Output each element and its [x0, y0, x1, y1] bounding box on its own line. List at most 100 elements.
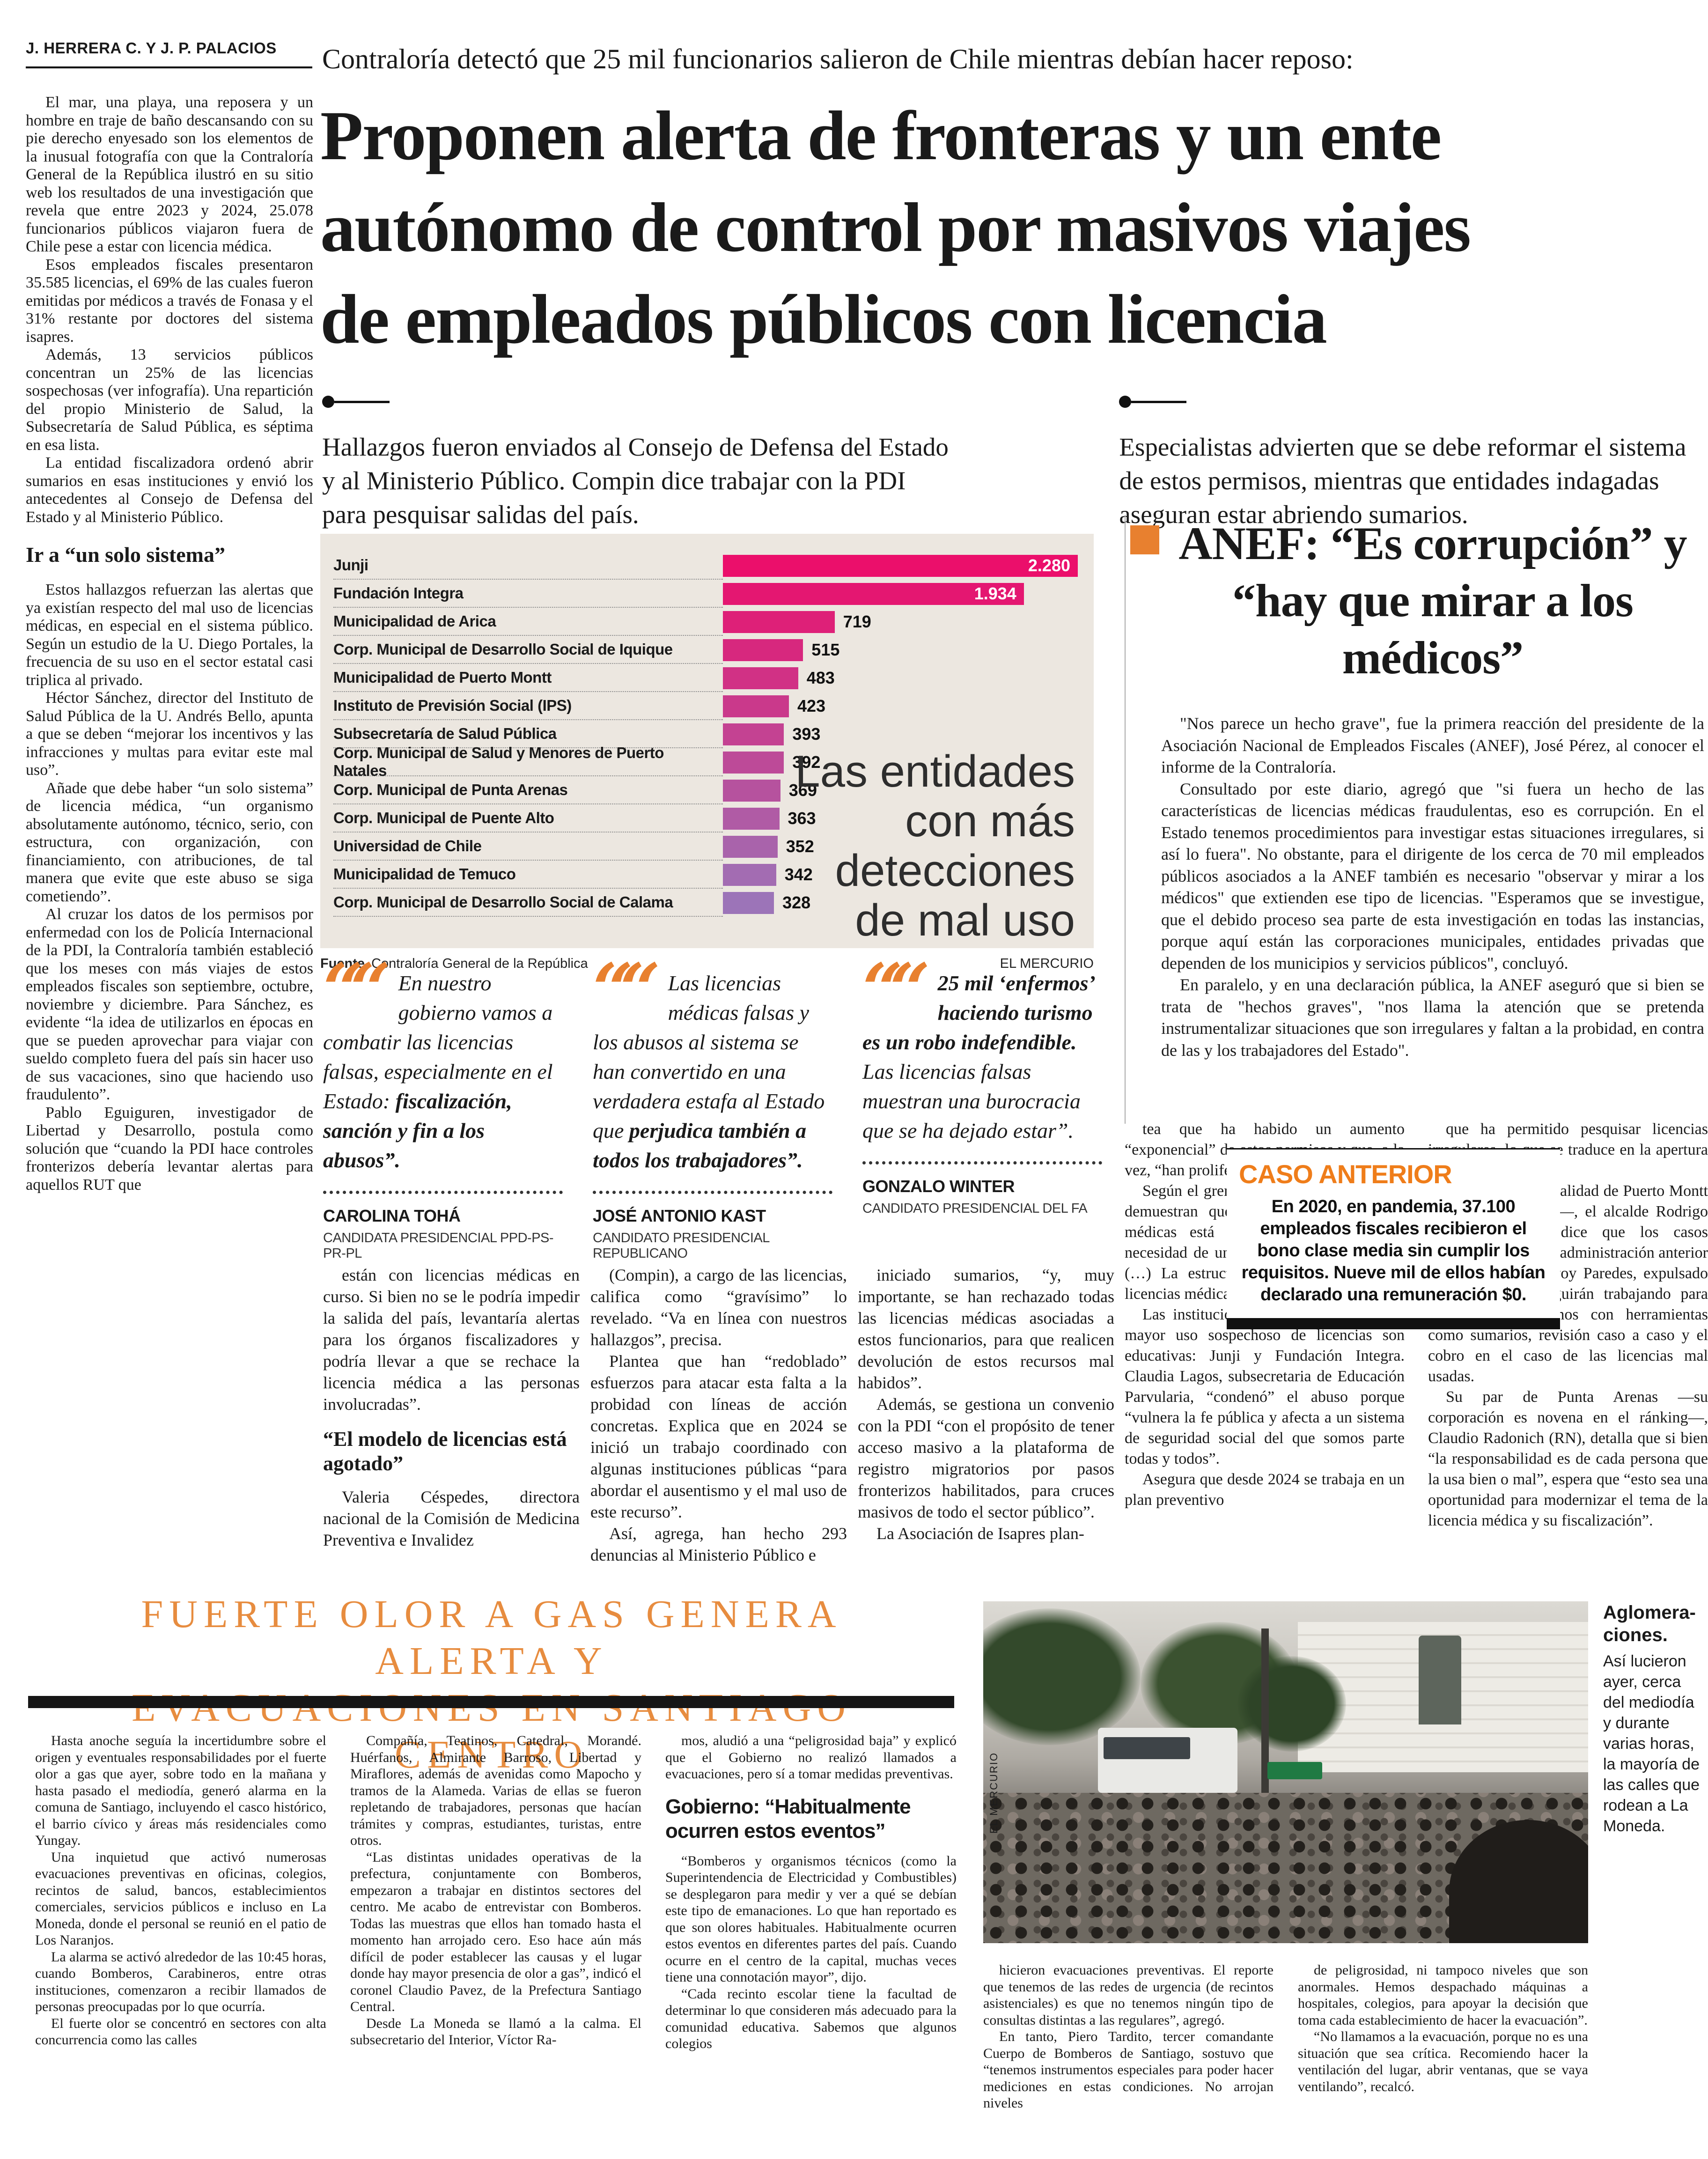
chart-value: 369 [788, 781, 817, 800]
photo-lamp-post [1261, 1628, 1269, 1800]
paragraph: El fuerte olor se concentró en sectores … [35, 2015, 326, 2048]
rule [1131, 400, 1187, 403]
chart-bar [723, 892, 774, 914]
quote-author-role: CANDIDATO PRESIDENCIAL DEL FA [862, 1201, 1088, 1216]
paragraph: “Bomberos y organismos técnicos (como la… [665, 1853, 957, 1985]
photo-caption-title: Aglomera-ciones. [1603, 1602, 1696, 1645]
paragraph: En paralelo, y en una declaración públic… [1161, 975, 1704, 1060]
chart-bar-row: Corp. Municipal de Desarrollo Social de … [333, 636, 1078, 664]
gas-article-lower-columns: hicieron evacuaciones preventivas. El re… [983, 1962, 1588, 2156]
chart-value: 1.934 [974, 584, 1016, 603]
chart-bar-row: Subsecretaría de Salud Pública 393 [333, 720, 1078, 748]
chart-category-label: Instituto de Previsión Social (IPS) [333, 692, 723, 720]
paragraph: están con licencias médicas en curso. Si… [323, 1266, 580, 1414]
chart-value: 352 [786, 837, 814, 856]
paragraph: Además, se gestiona un convenio con la P… [858, 1395, 1114, 1521]
anef-article: ANEF: “Es corrupción” y “hay que mirar a… [1125, 515, 1708, 1124]
deck-text: Hallazgos fueron enviados al Consejo de … [322, 433, 949, 529]
caso-anterior-box: CASO ANTERIOR En 2020, en pandemia, 37.1… [1227, 1148, 1560, 1329]
column: (Compin), a cargo de las licencias, cali… [590, 1264, 847, 1587]
paragraph: En tanto, Piero Tardito, tercer comandan… [983, 2029, 1274, 2111]
quote-toha: ““ En nuestro gobierno vamos a combatir l… [323, 954, 563, 1261]
deck-row: Hallazgos fueron enviados al Consejo de … [322, 396, 1694, 531]
chart-value: 719 [843, 612, 871, 631]
column: hicieron evacuaciones preventivas. El re… [983, 1962, 1274, 2156]
chart-rows: Junji 2.280 Fundación Integra 1.934 Municipa… [333, 552, 1078, 917]
paragraph: Plantea que han “redoblado” esfuerzos pa… [590, 1352, 847, 1521]
caso-anterior-text: En 2020, en pandemia, 37.100 empleados f… [1241, 1197, 1546, 1304]
caso-anterior-title: CASO ANTERIOR [1239, 1159, 1452, 1189]
chart-bar-row: Corp. Municipal de Punta Arenas 369 [333, 776, 1078, 804]
right-continuation-columns: tea que ha habido un aumento “exponencia… [1125, 1119, 1708, 1540]
chart-bar [723, 667, 798, 689]
photo-tree [1237, 1656, 1347, 1752]
photo-caption-text: Así lucieron ayer, cerca del mediodía y … [1603, 1652, 1700, 1835]
paragraph: “Las distintas unidades operativas de la… [350, 1849, 641, 2015]
paragraph: (Compin), a cargo de las licencias, cali… [590, 1266, 847, 1349]
paragraph: Héctor Sánchez, director del Instituto d… [26, 689, 313, 779]
chart-bar [723, 807, 780, 830]
chart-value: 2.280 [1028, 556, 1070, 575]
paragraph: Valeria Céspedes, directora nacional de … [323, 1488, 580, 1549]
photo-truck [1098, 1728, 1237, 1793]
dotted-rule [862, 1161, 1102, 1164]
deck-marker [322, 396, 950, 408]
quote-mark-icon: ““ [862, 948, 930, 1031]
paragraph: Compañía, Teatinos, Catedral, Morandé. H… [350, 1733, 641, 1848]
chart-value: 342 [784, 865, 813, 884]
chart-value: 483 [806, 668, 835, 687]
dotted-rule [593, 1191, 832, 1194]
chart-category-label: Junji [333, 552, 723, 580]
deck-text: Especialistas advierten que se debe refo… [1119, 433, 1686, 529]
paragraph: El mar, una playa, una reposera y un hom… [26, 94, 313, 255]
quote-author: CAROLINA TOHÁ [323, 1206, 461, 1225]
section-subhead: “El modelo de licencias está agotado” [323, 1428, 567, 1475]
deck-right: Especialistas advierten que se debe refo… [1119, 396, 1694, 531]
chart-category-label: Corp. Municipal de Punta Arenas [333, 776, 723, 804]
bullet-icon [1119, 396, 1132, 408]
photo-street-sign [1267, 1762, 1322, 1779]
paragraph: Su par de Punta Arenas —su corporación e… [1428, 1388, 1708, 1529]
photo-tree [983, 1608, 1141, 1745]
paragraph: Añade que debe haber “un solo sistema” d… [26, 779, 313, 905]
paragraph: iniciado sumarios, “y, muy importante, s… [858, 1266, 1114, 1392]
chart-category-label: Municipalidad de Arica [333, 608, 723, 636]
rule [334, 400, 390, 403]
paragraph: Consultado por este diario, agregó que "… [1161, 779, 1704, 973]
main-article-left-column: El mar, una playa, una reposera y un hom… [26, 94, 313, 1555]
bar-chart-infographic: Junji 2.280 Fundación Integra 1.934 Municipa… [320, 534, 1094, 948]
quote-mark-icon: ““ [593, 948, 660, 1031]
chart-category-label: Subsecretaría de Salud Pública [333, 720, 723, 748]
chart-bar-row: Municipalidad de Arica 719 [333, 608, 1078, 636]
gas-article-columns: Hasta anoche seguía la incertidumbre sob… [35, 1732, 957, 2156]
paragraph: Una inquietud que activó numerosas evacu… [35, 1849, 326, 1948]
chart-bar [723, 639, 803, 661]
quote-winter: ““ 25 mil ‘enfermos’ haciendo turismo es … [862, 948, 1102, 1261]
chart-category-label: Corp. Municipal de Salud y Menores de Pu… [333, 744, 723, 779]
chart-source: Fuente Contraloría General de la Repúblic… [320, 956, 588, 971]
photo-truck-window [1104, 1737, 1190, 1759]
photo-foreground-silhouette [1449, 1820, 1588, 1943]
street-photo: EL MERCURIO [983, 1601, 1588, 1943]
column: Compañía, Teatinos, Catedral, Morandé. H… [350, 1732, 641, 2156]
black-bar [1227, 1318, 1560, 1329]
paragraph: Pablo Eguiguren, investigador de Liberta… [26, 1104, 313, 1194]
chart-value: 328 [782, 893, 811, 912]
photo-caption: Aglomera-ciones. Así lucieron ayer, cerc… [1603, 1601, 1705, 1836]
chart-category-label: Corp. Municipal de Desarrollo Social de … [333, 636, 723, 664]
paragraph: Hasta anoche seguía la incertidumbre sob… [35, 1733, 326, 1848]
paragraph: La entidad fiscalizadora ordenó abrir su… [26, 454, 313, 526]
quote-text: ““ Las licencias médicas falsas y los abu… [593, 948, 825, 1172]
chart-value: 393 [792, 724, 821, 744]
chart-bar [723, 751, 784, 774]
paragraph: Estos hallazgos refuerzan las alertas qu… [26, 581, 313, 689]
chart-bar-row: Instituto de Previsión Social (IPS) 423 [333, 692, 1078, 720]
quote-author: JOSÉ ANTONIO KAST [593, 1206, 766, 1225]
chart-bar-row: Municipalidad de Temuco 342 [333, 861, 1078, 889]
chart-category-label: Municipalidad de Puerto Montt [333, 664, 723, 692]
paragraph: Desde La Moneda se llamó a la calma. El … [350, 2015, 641, 2048]
section-marker-icon [1130, 525, 1159, 554]
deck-left: Hallazgos fueron enviados al Consejo de … [322, 396, 950, 531]
quote-author: GONZALO WINTER [862, 1177, 1015, 1196]
chart-bar-row: Corp. Municipal de Puente Alto 363 [333, 804, 1078, 833]
